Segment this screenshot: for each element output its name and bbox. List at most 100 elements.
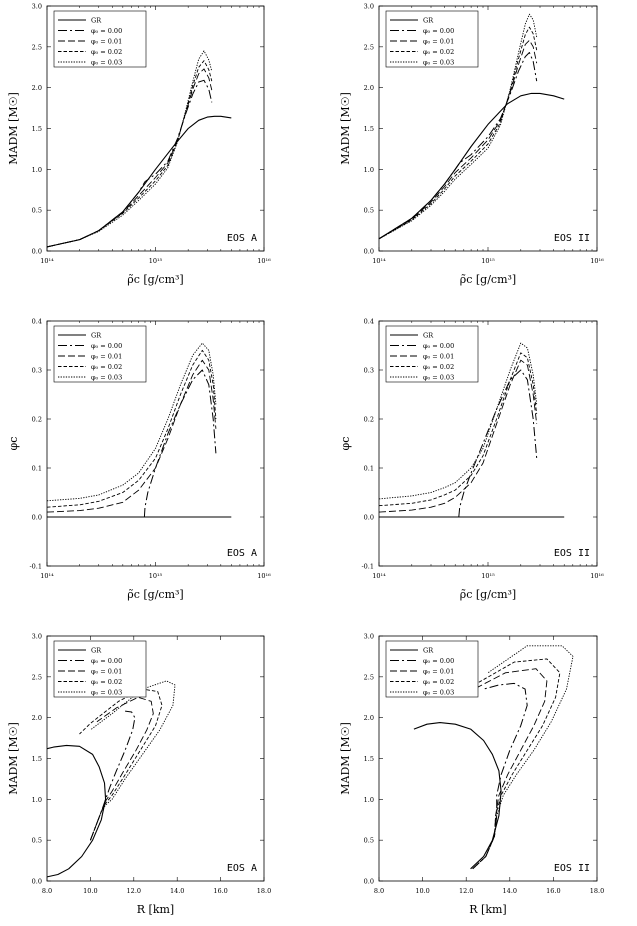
legend-label: φ₀ = 0.00 [91,27,122,35]
series-line-phi0-002 [46,349,217,508]
y-tick-label: 0.4 [32,318,42,326]
series-line-phi0-000 [458,369,538,518]
series-line-phi0-001 [46,359,217,513]
legend-label: GR [423,646,434,654]
legend-label: φ₀ = 0.02 [423,48,454,56]
legend-label: GR [423,16,434,24]
legend-label: φ₀ = 0.00 [423,27,454,35]
x-tick-label: 12.0 [127,887,141,895]
chart-panel-scalar-density-eosII: 10¹⁴ 10¹⁵ 10¹⁶ -0.1 0.0 0.1 0.2 0.3 0.4 ρ̃c [g/cm… [339,318,604,602]
chart-panel-mass-radius-eosII: 8.0 10.0 12.0 14.0 16.0 18.0 0.0 0.5 1.0 1.5 2.0 2.… [339,633,604,917]
y-tick-label: 1.5 [32,755,42,763]
y-tick-label: 1.5 [364,755,374,763]
series-line-gr [46,744,107,878]
y-tick-label: 0.2 [364,416,374,424]
y-tick-label: 1.5 [32,125,42,133]
y-tick-label: 3.0 [364,633,374,641]
y-tick-label: 0.0 [364,248,374,256]
y-axis-label: MADM [M☉] [7,92,20,165]
series-line-phi0-001 [465,668,548,870]
series-line-phi0-000 [89,710,136,841]
x-tick-label: 10¹⁵ [149,572,163,580]
x-tick-label: 16.0 [546,887,560,895]
x-tick-label: 10¹⁴ [40,572,54,580]
legend-label: φ₀ = 0.00 [423,342,454,350]
series-line-phi0-002 [378,352,538,507]
legend-label: φ₀ = 0.00 [423,657,454,665]
x-tick-label: 14.0 [503,887,517,895]
legend-label: GR [423,331,434,339]
series-line-phi0-001 [46,68,213,248]
chart-panel-scalar-density-eosA: 10¹⁴ 10¹⁵ 10¹⁶ -0.1 0.0 0.1 0.2 0.3 0.4 ρ̃c [g/cm… [7,318,271,602]
series-line-gr [378,92,565,240]
y-tick-label: -0.1 [29,563,42,571]
legend-label: φ₀ = 0.00 [91,657,122,665]
y-tick-label: 2.5 [32,673,42,681]
eos-label: EOS A [227,233,257,244]
chart-panel-mass-radius-eosA: 8.0 10.0 12.0 14.0 16.0 18.0 0.0 0.5 1.0 1.5 2.0 2.… [7,633,271,917]
series-line-phi0-003 [472,645,574,870]
eos-label: EOS II [554,863,590,874]
x-tick-label: 10¹⁶ [257,257,271,265]
y-tick-label: 0.3 [32,367,42,375]
y-tick-label: 2.5 [364,673,374,681]
eos-label: EOS A [227,863,257,874]
eos-label: EOS II [554,233,590,244]
y-axis-label: φc [7,437,20,451]
x-axis-label: R [km] [469,903,506,916]
x-tick-label: 10¹⁴ [372,257,386,265]
y-tick-label: 0.3 [364,367,374,375]
series-line-phi0-001 [89,696,154,841]
x-tick-label: 14.0 [170,887,184,895]
series-line-phi0-003 [89,680,176,841]
legend-label: φ₀ = 0.01 [91,37,122,45]
legend-label: φ₀ = 0.01 [91,352,122,360]
legend-label: GR [91,331,102,339]
y-tick-label: 0.5 [364,207,374,215]
series-line-phi0-001 [378,359,538,513]
x-axis-label: ρ̃c [g/cm³] [460,273,516,286]
y-tick-label: 2.5 [32,43,42,51]
series-line-phi0-002 [79,688,163,841]
series-line-gr [46,115,232,248]
x-tick-label: 10¹⁶ [590,572,604,580]
y-tick-label: 0.0 [364,878,374,886]
y-tick-label: 3.0 [364,3,374,11]
y-tick-label: 3.0 [32,633,42,641]
eos-label: EOS A [227,548,257,559]
y-tick-label: 2.0 [32,84,42,92]
y-tick-label: 0.1 [32,465,42,473]
series-line-phi0-000 [143,369,217,518]
y-axis-label: MADM [M☉] [339,722,352,795]
y-tick-label: 0.5 [364,837,374,845]
x-axis-label: ρ̃c [g/cm³] [127,273,183,286]
y-tick-label: 0.5 [32,837,42,845]
legend-label: φ₀ = 0.03 [91,688,122,696]
y-tick-label: 1.0 [364,796,374,804]
y-tick-label: 3.0 [32,3,42,11]
x-tick-label: 8.0 [374,887,384,895]
series-line-gr [413,722,502,870]
x-tick-label: 10¹⁴ [372,572,386,580]
legend-label: φ₀ = 0.03 [91,373,122,381]
y-tick-label: 1.5 [364,125,374,133]
legend-label: φ₀ = 0.03 [423,58,454,66]
y-tick-label: 0.2 [32,416,42,424]
x-tick-label: 10¹⁵ [481,572,495,580]
x-tick-label: 12.0 [459,887,473,895]
y-tick-label: -0.1 [361,563,374,571]
x-axis-label: ρ̃c [g/cm³] [127,588,183,601]
legend-label: φ₀ = 0.02 [91,363,122,371]
y-tick-label: 2.0 [364,714,374,722]
legend-label: φ₀ = 0.01 [423,352,454,360]
legend-label: φ₀ = 0.02 [423,363,454,371]
series-line-phi0-003 [378,342,538,500]
legend-label: φ₀ = 0.02 [91,678,122,686]
series-line-phi0-003 [378,13,538,240]
y-tick-label: 0.0 [32,248,42,256]
series-line-phi0-000 [378,52,538,240]
x-axis-label: R [km] [137,903,174,916]
x-tick-label: 10.0 [83,887,97,895]
series-line-phi0-002 [46,60,213,248]
